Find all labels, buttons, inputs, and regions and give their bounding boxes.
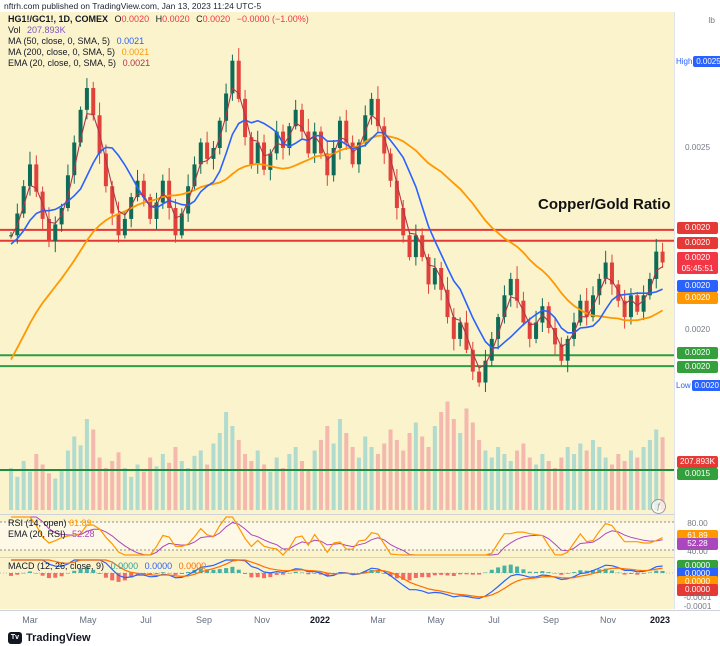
price-axis-label: 0.0020 <box>677 237 718 249</box>
ema20-legend-label[interactable]: EMA (20, close, 0, SMA, 5) <box>8 58 117 68</box>
macd-axis-label: 0.0000 <box>677 584 718 596</box>
ema20-legend-value: 0.0021 <box>122 58 151 68</box>
rsi-line <box>11 516 663 556</box>
price-axis-low-label: Low 0.0020 <box>676 380 720 391</box>
tradingview-brand[interactable]: TradingView <box>26 631 91 644</box>
macd-hist-value: 0.0000 <box>110 561 139 571</box>
candles-layer <box>9 48 665 392</box>
countdown-timer: 05:45:51 <box>681 264 714 273</box>
macd-axis-label: -0.0001 <box>683 602 712 611</box>
rsi-band <box>0 522 674 550</box>
time-axis-label: 2022 <box>309 615 331 625</box>
ma50-line <box>10 119 663 349</box>
copper-gold-ratio-annotation[interactable]: Copper/Gold Ratio <box>538 196 671 213</box>
price-axis-label: 207.893K <box>677 456 718 468</box>
ema20-line <box>10 87 663 369</box>
time-axis-label: May <box>427 615 445 625</box>
unit-label: lb <box>708 15 715 25</box>
macd-line-value: 0.0000 <box>144 561 173 571</box>
ma200-legend-value: 0.0021 <box>121 47 150 57</box>
time-axis-label: Sep <box>195 615 213 625</box>
time-axis-label: 2023 <box>649 615 671 625</box>
fx-icon[interactable]: ƒ <box>651 499 666 514</box>
macd-legend-label[interactable]: MACD (12, 26, close, 9) <box>8 561 105 571</box>
time-axis-label: May <box>79 615 97 625</box>
volume-layer <box>9 401 665 511</box>
time-axis-label: Sep <box>542 615 560 625</box>
footer: Tv TradingView <box>0 629 720 646</box>
rsi-axis-label: 40.00 <box>687 547 708 556</box>
ma50-legend-label[interactable]: MA (50, close, 0, SMA, 5) <box>8 36 111 46</box>
rsi-ma-legend-label[interactable]: EMA (20, RSI) <box>8 529 66 539</box>
price-axis-label: 0.0020 <box>677 347 718 359</box>
price-axis-high-label: High 0.0025 <box>676 56 720 67</box>
chart-background <box>0 12 674 514</box>
price-axis-label: 0.0015 <box>677 468 718 480</box>
price-axis-label: 0.0025 <box>684 143 711 152</box>
rsi-pane[interactable] <box>0 515 674 557</box>
time-axis-label: Jul <box>140 615 152 625</box>
ma50-legend-value: 0.0021 <box>116 36 145 46</box>
rsi-ma-legend-value: 52.28 <box>72 529 95 539</box>
price-axis-label: 0.0020 <box>677 280 718 292</box>
macd-legend: MACD (12, 26, close, 9) 0.0000 0.0000 0.… <box>8 561 206 572</box>
time-axis-label: Jul <box>488 615 500 625</box>
ohlc-high-value: 0.0020 <box>162 14 190 24</box>
attribution-text: nftrh.com published on TradingView.com, … <box>4 1 262 11</box>
macd-axis-label: -0.0001 <box>683 593 712 602</box>
macd-pane[interactable] <box>0 558 674 609</box>
time-axis-label: Nov <box>599 615 617 625</box>
price-axis-label: 0.0020 <box>677 361 718 373</box>
volume-legend-value: 207.893K <box>27 25 66 35</box>
rsi-ma-line <box>11 516 663 556</box>
price-scale[interactable]: lb High 0.0025 0.0025 0.0020 0.0020 0.0020 05:… <box>674 12 720 611</box>
ohlc-high-label: H <box>155 14 163 24</box>
time-scale[interactable]: Mar May Jul Sep Nov 2022 Mar May Jul Sep Nov 2023 <box>0 610 720 630</box>
macd-signal-value: 0.0000 <box>178 561 207 571</box>
volume-legend-label[interactable]: Vol <box>8 25 21 35</box>
price-pane[interactable] <box>0 12 674 514</box>
price-axis-label: 0.0020 <box>677 222 718 234</box>
ohlc-close-value: 0.0020 <box>202 14 231 24</box>
price-axis-label: 0.0020 <box>684 325 711 334</box>
rsi-legend: RSI (14, open) 61.89 EMA (20, RSI) 52.28 <box>8 518 95 540</box>
price-axis-label: 0.0020 <box>677 292 718 304</box>
chart-legend: HG1!/GC1!, 1D, COMEX O0.0020 H0.0020 C0.… <box>8 14 309 69</box>
change-value: −0.0000 (−1.00%) <box>236 14 309 24</box>
price-axis-label: 0.0020 05:45:51 <box>677 252 718 274</box>
ma200-line <box>10 134 664 361</box>
ohlc-open-label: O <box>114 14 122 24</box>
rsi-axis-label: 52.28 <box>677 538 718 550</box>
symbol-title[interactable]: HG1!/GC1!, 1D, COMEX <box>8 14 109 24</box>
tradingview-logo-icon[interactable]: Tv <box>8 631 22 644</box>
rsi-legend-label[interactable]: RSI (14, open) <box>8 518 67 528</box>
time-axis-label: Mar <box>370 615 386 625</box>
time-axis-label: Mar <box>22 615 38 625</box>
rsi-axis-label: 80.00 <box>687 519 708 528</box>
rsi-legend-value: 61.89 <box>69 518 92 528</box>
pane-separator[interactable] <box>0 514 720 515</box>
ohlc-open-value: 0.0020 <box>121 14 150 24</box>
ma200-legend-label[interactable]: MA (200, close, 0, SMA, 5) <box>8 47 116 57</box>
ohlc-close-label: C <box>196 14 203 24</box>
time-axis-label: Nov <box>253 615 271 625</box>
pane-separator[interactable] <box>0 557 720 558</box>
macd-signal-line <box>11 559 663 598</box>
